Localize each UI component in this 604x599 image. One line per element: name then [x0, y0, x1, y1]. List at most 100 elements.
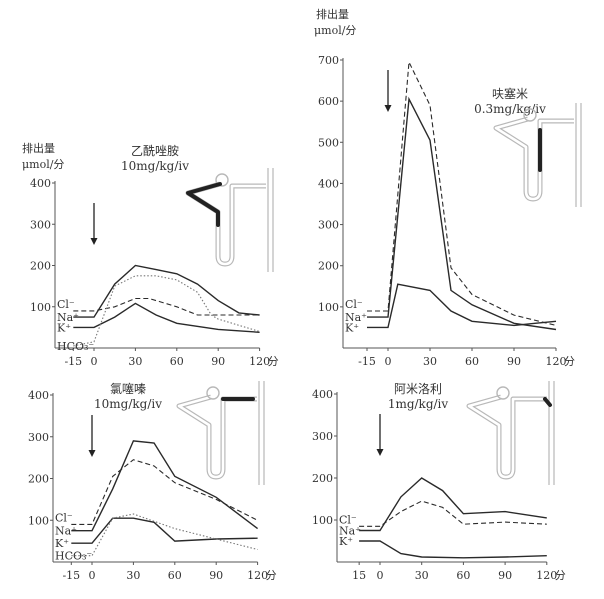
y-tick-label: 400: [28, 389, 49, 402]
y-axis-title: 排出量: [22, 141, 55, 155]
series-label: Na⁺: [339, 525, 361, 538]
series-label: Cl⁻: [339, 513, 357, 526]
x-tick-label: -15: [358, 355, 376, 368]
y-tick-label: 300: [28, 431, 49, 444]
x-tick-label: -15: [64, 355, 82, 368]
x-tick-label: 30: [415, 569, 429, 582]
y-tick-label: 500: [318, 136, 339, 149]
x-tick-label: 60: [170, 355, 184, 368]
y-tick-label: 100: [28, 514, 49, 527]
y-tick-label: 300: [318, 219, 339, 232]
glomerulus-icon: [523, 108, 537, 122]
arrow-head-icon: [90, 238, 98, 245]
series-label: K⁺: [55, 537, 69, 550]
y-tick-label: 200: [318, 260, 339, 273]
x-tick-label: 0: [377, 569, 384, 582]
x-tick-label: 0: [91, 355, 98, 368]
drug-dose: 10mg/kg/iv: [121, 159, 189, 173]
series-line-3: [71, 513, 258, 557]
series-line-1: [73, 264, 260, 318]
x-tick-label: 0: [89, 569, 96, 582]
series-line-1: [71, 440, 259, 532]
x-tick-label: 30: [423, 355, 437, 368]
x-tick-label: 120: [247, 569, 268, 582]
y-tick-label: 100: [30, 301, 51, 314]
y-tick-label: 400: [312, 388, 333, 401]
series-line-2: [73, 302, 260, 333]
series-label: Na⁺: [55, 525, 77, 538]
series-line-1: [367, 96, 557, 331]
x-axis-unit: 分: [564, 355, 575, 368]
series-line-0: [73, 297, 260, 316]
x-axis-unit: 分: [266, 569, 277, 582]
y-tick-label: 400: [318, 177, 339, 190]
y-axis-title: 排出量: [316, 7, 349, 21]
y-axis-unit: μmol/分: [22, 158, 64, 171]
series-label: Cl⁻: [57, 298, 75, 311]
drug-dose: 1mg/kg/iv: [388, 397, 449, 411]
x-tick-label: 15: [352, 569, 366, 582]
x-tick-label: 120: [536, 569, 557, 582]
x-axis-unit: 分: [555, 569, 566, 582]
y-tick-label: 300: [312, 430, 333, 443]
drug-dose: 10mg/kg/iv: [94, 397, 162, 411]
y-tick-label: 200: [30, 260, 51, 273]
y-tick-label: 400: [30, 177, 51, 190]
series-line-2: [359, 540, 547, 559]
glomerulus-icon: [496, 386, 510, 400]
series-line-3: [73, 275, 260, 347]
arrow-head-icon: [384, 105, 392, 112]
y-tick-label: 200: [28, 473, 49, 486]
y-tick-label: 100: [318, 301, 339, 314]
series-line-1: [359, 477, 547, 532]
x-tick-label: 120: [249, 355, 270, 368]
series-line-0: [367, 60, 557, 326]
series-label: Cl⁻: [55, 511, 73, 524]
drug-name: 呋塞米: [492, 86, 528, 101]
x-tick-label: 0: [385, 355, 392, 368]
x-axis-unit: 分: [268, 355, 279, 368]
series-label: K⁺: [57, 321, 71, 334]
x-tick-label: 60: [456, 569, 470, 582]
x-tick-label: 90: [211, 355, 225, 368]
series-label: K⁺: [345, 321, 359, 334]
series-line-2: [71, 517, 258, 544]
x-tick-label: -15: [62, 569, 80, 582]
series-label: Na⁺: [345, 311, 367, 324]
series-label: Na⁺: [57, 311, 79, 324]
glomerulus-icon: [215, 173, 229, 187]
series-label: Cl⁻: [345, 298, 363, 311]
x-tick-label: 90: [498, 569, 512, 582]
drug-site-highlight: [186, 182, 222, 227]
drug-name: 氯噻嗪: [110, 381, 146, 396]
drug-dose: 0.3mg/kg/iv: [474, 102, 546, 116]
nephron-diagram-icon: [176, 381, 265, 485]
drug-name: 乙酰唑胺: [131, 144, 179, 158]
arrow-head-icon: [376, 449, 384, 456]
arrow-head-icon: [88, 450, 96, 457]
series-line-0: [71, 459, 258, 525]
y-tick-label: 700: [318, 54, 339, 67]
y-tick-label: 200: [312, 472, 333, 485]
x-tick-label: 30: [126, 569, 140, 582]
series-line-2: [367, 283, 557, 329]
x-tick-label: 120: [546, 355, 567, 368]
series-label: K⁺: [339, 535, 353, 548]
nephron-diagram-icon: [185, 168, 274, 272]
x-tick-label: 60: [168, 569, 182, 582]
x-tick-label: 30: [128, 355, 142, 368]
nephron-diagram-icon: [493, 103, 582, 207]
y-tick-label: 100: [312, 514, 333, 527]
y-tick-label: 300: [30, 218, 51, 231]
y-tick-label: 600: [318, 95, 339, 108]
glomerulus-icon: [206, 386, 220, 400]
x-tick-label: 90: [209, 569, 223, 582]
drug-name: 阿米洛利: [394, 381, 442, 396]
x-tick-label: 60: [465, 355, 479, 368]
nephron-diagram-icon: [466, 381, 555, 485]
